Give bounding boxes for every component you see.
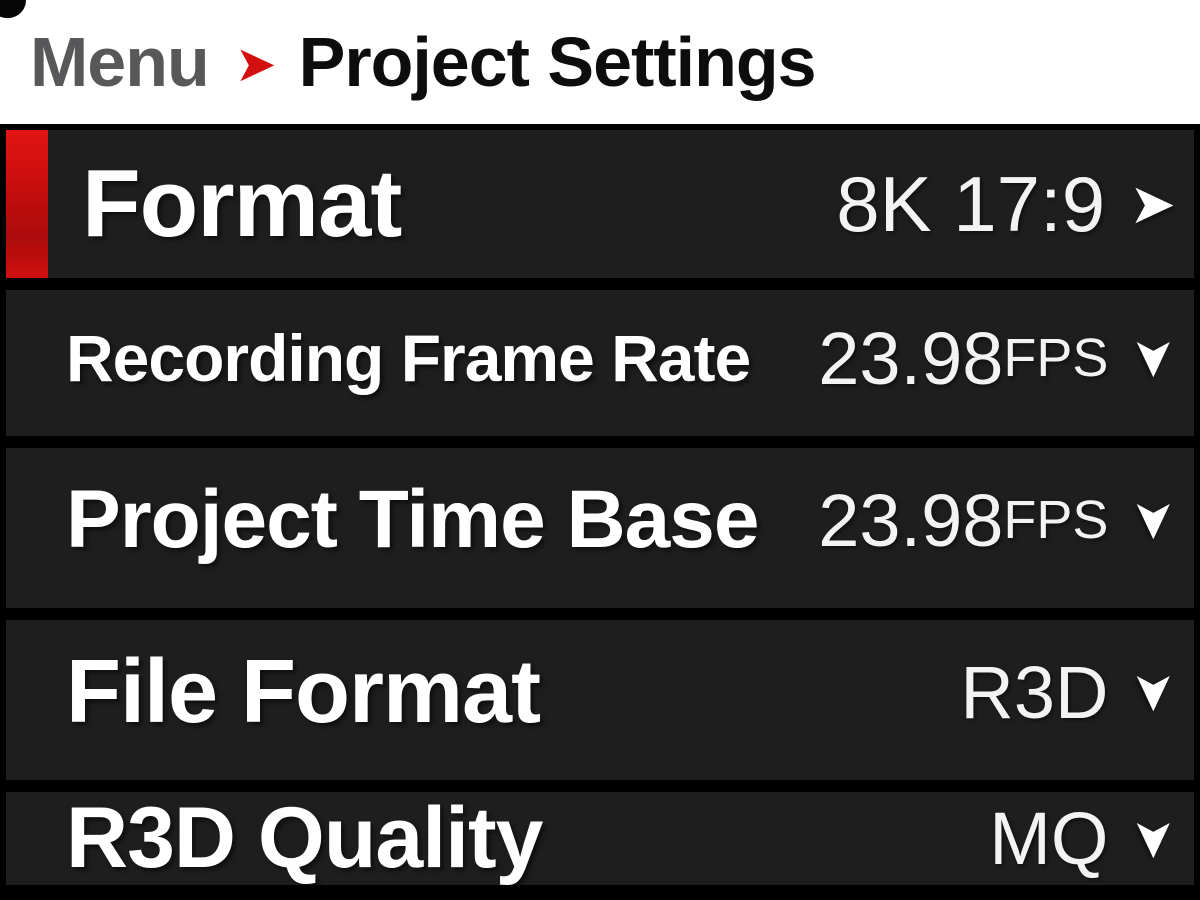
breadcrumb-arrow-icon: ➤ <box>234 36 277 92</box>
row-label: R3D Quality <box>66 790 543 886</box>
chevron-down-icon: ➤ <box>1125 816 1184 861</box>
row-value-unit: FPS <box>1003 328 1109 388</box>
menu-row-file-format[interactable]: File Format R3D ➤ <box>6 620 1194 780</box>
row-value-group: 8K 17:9 ➤ <box>836 159 1176 250</box>
breadcrumb: Menu ➤ Project Settings <box>0 0 1200 130</box>
row-value: 23.98 <box>818 316 1004 400</box>
arrow-right-icon: ➤ <box>1129 172 1176 235</box>
menu-row-format[interactable]: Format 8K 17:9 ➤ <box>6 130 1194 278</box>
row-value-unit: FPS <box>1003 490 1109 550</box>
chevron-down-icon: ➤ <box>1125 336 1184 380</box>
row-value: MQ <box>989 797 1109 880</box>
selection-indicator <box>6 130 48 278</box>
row-value: R3D <box>960 650 1109 734</box>
chevron-down-icon: ➤ <box>1125 498 1184 542</box>
row-label: Format <box>82 150 402 257</box>
menu-row-recording-frame-rate[interactable]: Recording Frame Rate 23.98 FPS ➤ <box>6 290 1194 436</box>
settings-menu: Format 8K 17:9 ➤ Recording Frame Rate 23… <box>0 130 1200 886</box>
row-value-group: R3D ➤ <box>960 650 1184 735</box>
breadcrumb-menu-link[interactable]: Menu <box>30 23 210 101</box>
row-value: 8K 17:9 <box>836 159 1106 248</box>
chevron-down-icon: ➤ <box>1125 670 1184 714</box>
row-value-group: 23.98 FPS ➤ <box>818 316 1184 401</box>
row-value-group: MQ ➤ <box>989 796 1184 881</box>
row-value-group: 23.98 FPS ➤ <box>818 478 1184 563</box>
row-label: Project Time Base <box>66 474 759 565</box>
page-title: Project Settings <box>298 23 817 101</box>
row-value: 23.98 <box>818 478 1004 562</box>
menu-row-project-time-base[interactable]: Project Time Base 23.98 FPS ➤ <box>6 448 1194 608</box>
row-label: File Format <box>66 641 541 742</box>
menu-row-r3d-quality[interactable]: R3D Quality MQ ➤ <box>6 790 1194 886</box>
row-label: Recording Frame Rate <box>66 321 751 395</box>
